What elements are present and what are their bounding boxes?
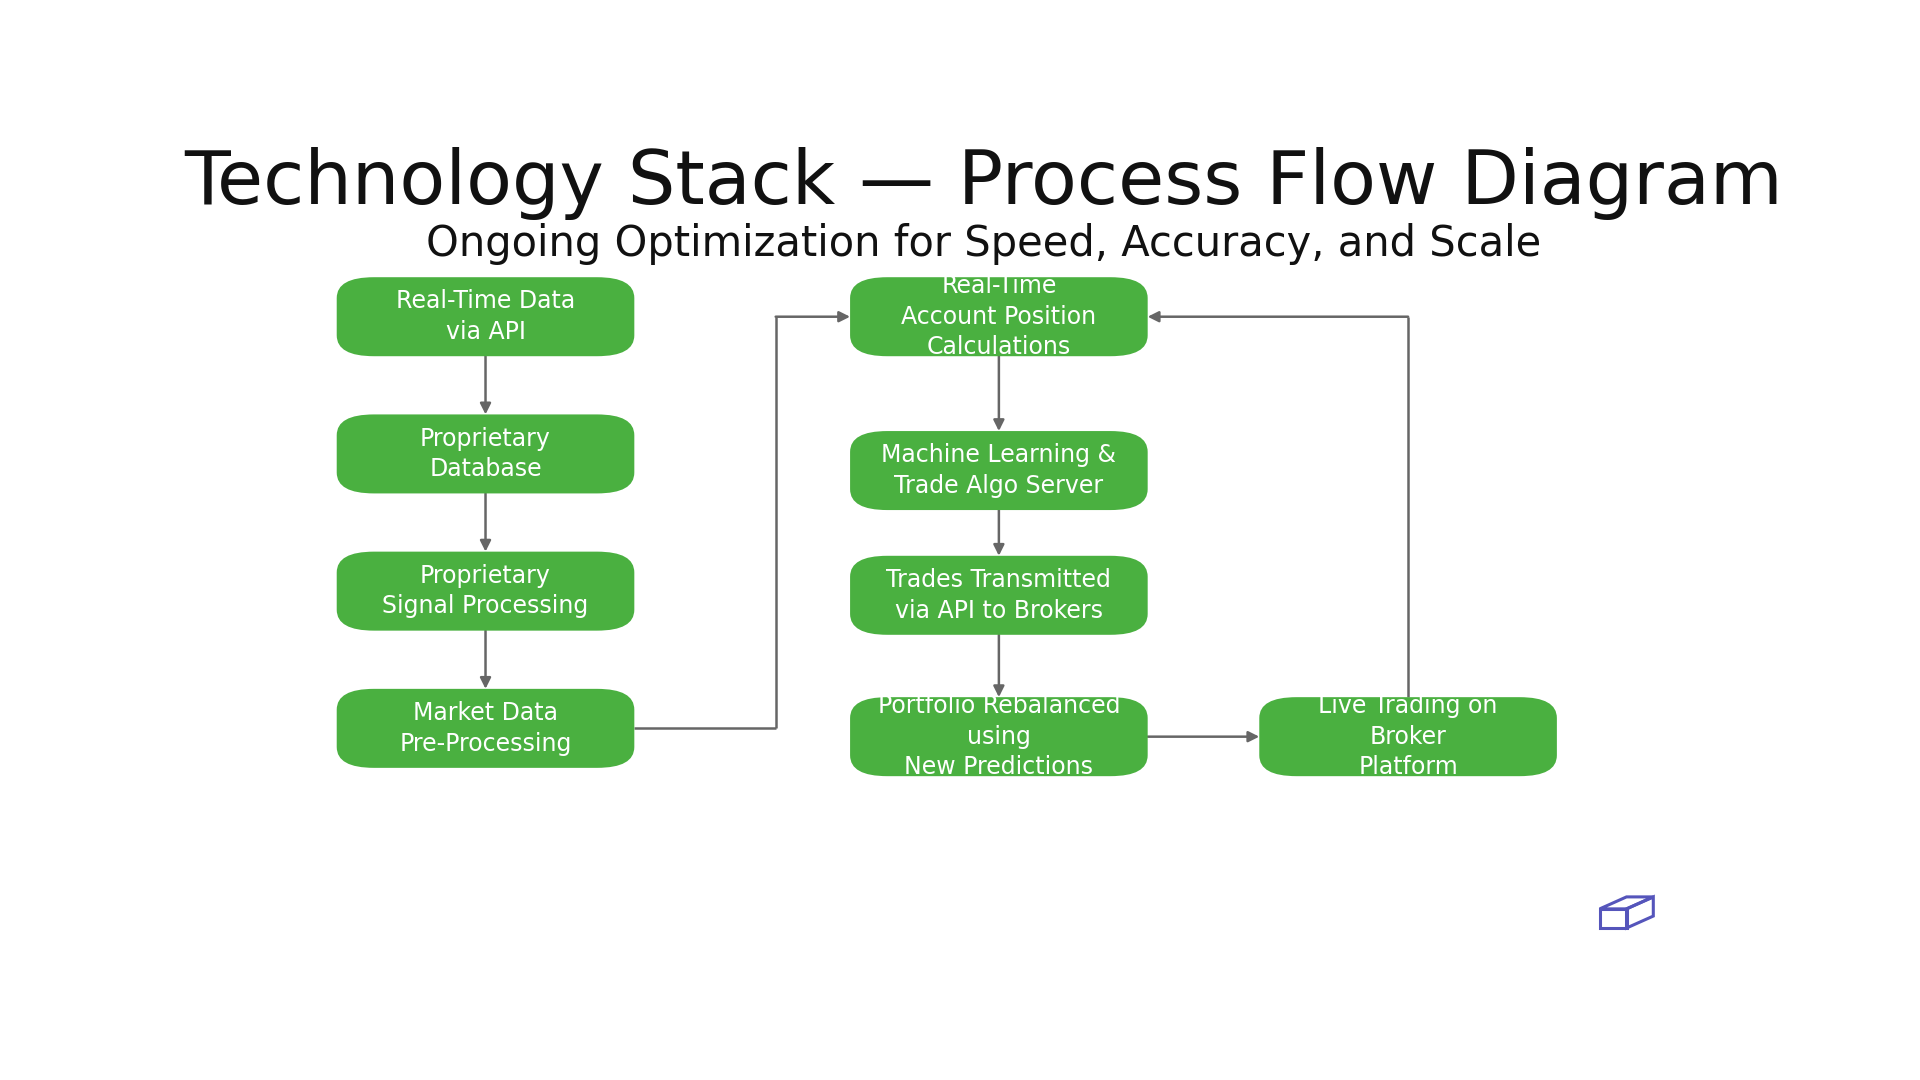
Text: Live Trading on
Broker
Platform: Live Trading on Broker Platform: [1319, 694, 1498, 780]
Text: Machine Learning &
Trade Algo Server: Machine Learning & Trade Algo Server: [881, 443, 1116, 498]
FancyBboxPatch shape: [851, 431, 1148, 510]
Text: Market Data
Pre-Processing: Market Data Pre-Processing: [399, 701, 572, 756]
Text: Technology Stack — Process Flow Diagram: Technology Stack — Process Flow Diagram: [184, 147, 1784, 220]
Text: Real-Time
Account Position
Calculations: Real-Time Account Position Calculations: [900, 274, 1096, 360]
FancyBboxPatch shape: [336, 552, 634, 631]
FancyBboxPatch shape: [851, 698, 1148, 777]
FancyBboxPatch shape: [851, 278, 1148, 356]
Text: Proprietary
Signal Processing: Proprietary Signal Processing: [382, 564, 589, 619]
FancyBboxPatch shape: [336, 278, 634, 356]
Text: Portfolio Rebalanced
using
New Predictions: Portfolio Rebalanced using New Predictio…: [877, 694, 1119, 780]
FancyBboxPatch shape: [336, 415, 634, 494]
FancyBboxPatch shape: [851, 556, 1148, 635]
Text: Ongoing Optimization for Speed, Accuracy, and Scale: Ongoing Optimization for Speed, Accuracy…: [426, 224, 1542, 266]
FancyBboxPatch shape: [336, 689, 634, 768]
Text: Proprietary
Database: Proprietary Database: [420, 427, 551, 482]
Text: Trades Transmitted
via API to Brokers: Trades Transmitted via API to Brokers: [887, 568, 1112, 623]
FancyBboxPatch shape: [1260, 698, 1557, 777]
Text: Real-Time Data
via API: Real-Time Data via API: [396, 289, 576, 345]
